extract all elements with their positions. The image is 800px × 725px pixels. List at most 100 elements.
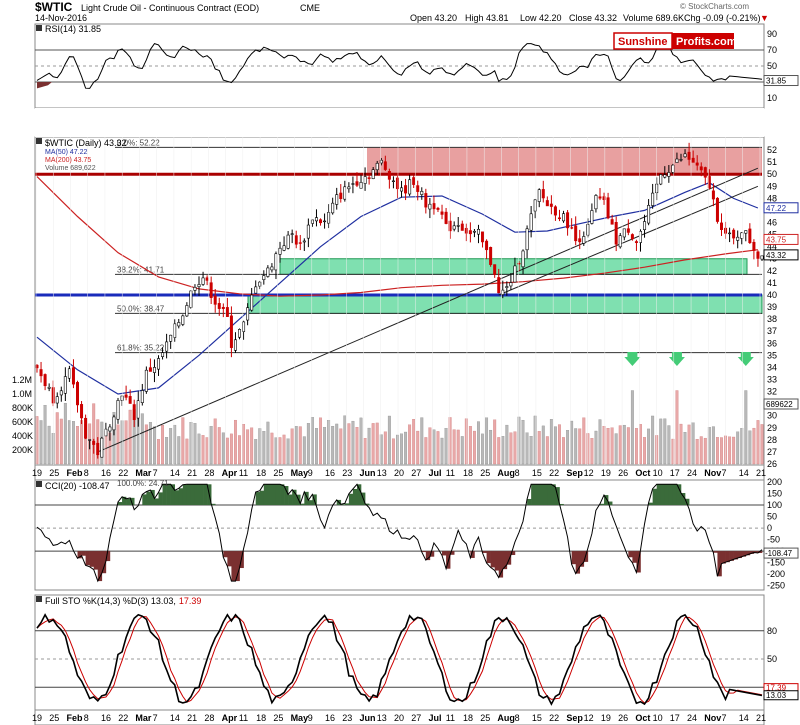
- fib-label-1: 38.2%: 41.71: [117, 265, 165, 274]
- price-axis-label: 26: [767, 459, 777, 469]
- price-bar-body: [157, 358, 161, 370]
- x-axis-label: 8: [515, 468, 520, 478]
- close-value-label: 43.32: [766, 251, 787, 260]
- price-bar-body: [517, 262, 521, 265]
- price-axis-label: 48: [767, 193, 777, 203]
- cci-negative-fill: [579, 551, 585, 567]
- price-bar-body: [108, 426, 112, 432]
- volume-bar: [298, 426, 302, 465]
- price-bar-body: [756, 251, 760, 259]
- volume-bar: [432, 429, 436, 465]
- cci-axis-label: 100: [767, 500, 782, 510]
- volume-axis-label: 1.2M: [12, 375, 32, 385]
- x-axis-label: 9: [308, 468, 313, 478]
- price-bar-body: [553, 206, 557, 216]
- cci-positive-fill: [365, 503, 370, 506]
- price-bar-body: [233, 339, 237, 351]
- volume-bar: [728, 436, 732, 465]
- fib-label-0: 0.0%: 52.22: [117, 138, 160, 147]
- rsi-label: RSI(14) 31.85: [45, 24, 101, 34]
- x-axis-label: Mar: [135, 468, 152, 478]
- volume-value-box: [763, 398, 799, 410]
- cci-negative-fill: [97, 551, 103, 582]
- x-axis-label: 7: [153, 713, 158, 723]
- cci-positive-fill: [174, 490, 180, 506]
- x-axis-label: 12: [584, 713, 594, 723]
- cci-negative-fill: [745, 551, 751, 556]
- price-bar-body: [335, 194, 339, 205]
- volume-bar: [752, 427, 756, 465]
- cci-positive-fill: [685, 498, 690, 506]
- rsi-oversold-fill: [37, 82, 52, 89]
- volume-bar: [112, 412, 116, 465]
- price-bar-body: [136, 400, 140, 419]
- volume-bar: [703, 437, 707, 465]
- price-bar-body: [416, 185, 420, 192]
- price-bar-body: [485, 240, 489, 251]
- cci-axis-label: 150: [767, 489, 782, 499]
- cci-positive-fill: [559, 503, 564, 506]
- volume-bar: [250, 427, 254, 465]
- x-axis-label: 24: [687, 713, 697, 723]
- volume-bar: [35, 416, 39, 465]
- volume-bar: [715, 437, 719, 465]
- x-axis-label: Sep: [566, 468, 583, 478]
- x-axis-label: Apr: [222, 713, 238, 723]
- x-axis-label: 19: [601, 713, 611, 723]
- volume-bar: [497, 437, 501, 465]
- price-bar-body: [651, 192, 655, 206]
- price-bar-body: [614, 222, 618, 245]
- price-bar-body: [71, 367, 75, 385]
- cci-positive-fill: [344, 503, 350, 506]
- price-bar-body: [286, 234, 290, 249]
- price-axis-label: 46: [767, 218, 777, 228]
- volume-bar: [124, 420, 128, 465]
- price-bar-body: [327, 212, 331, 224]
- cci-positive-fill: [118, 502, 123, 506]
- x-axis-label: 21: [756, 468, 766, 478]
- volume-bar: [594, 430, 598, 465]
- volume-bar: [683, 432, 687, 465]
- cci-negative-fill: [725, 551, 730, 563]
- cci-positive-fill: [340, 504, 346, 506]
- price-axis-label: 29: [767, 423, 777, 433]
- x-axis-label: 10: [653, 713, 663, 723]
- fib-label-2: 50.0%: 38.47: [117, 304, 165, 313]
- volume-bar: [464, 418, 468, 465]
- x-axis-label: 11: [446, 468, 455, 478]
- volume-bar: [221, 432, 225, 465]
- price-bar-body: [541, 189, 545, 199]
- sto-label-d: 17.39: [179, 596, 202, 606]
- volume-bar: [687, 424, 691, 465]
- x-axis-label: Mar: [135, 713, 152, 723]
- price-axis-label: 42: [767, 266, 777, 276]
- x-axis-label: Aug: [497, 713, 515, 723]
- price-bar-body: [436, 207, 440, 210]
- price-axis-label: 49: [767, 181, 777, 191]
- cci-positive-fill: [162, 484, 167, 506]
- x-axis-label: 16: [325, 713, 335, 723]
- price-bar-body: [760, 255, 764, 260]
- volume-bar: [630, 390, 634, 465]
- volume-bar: [165, 437, 169, 465]
- price-bar-body: [314, 217, 318, 222]
- cci-negative-fill: [227, 551, 232, 567]
- volume-bar: [420, 417, 424, 465]
- chart-symbol: $WTIC: [35, 0, 73, 14]
- price-bar-body: [250, 294, 254, 311]
- price-axis-label: 44: [767, 242, 777, 252]
- volume-bar: [371, 423, 375, 465]
- cci-negative-fill: [105, 551, 111, 562]
- fib-100-label: 100.0%: 24.71: [117, 479, 169, 488]
- volume-bar: [339, 428, 343, 465]
- cci-negative-fill: [757, 551, 763, 553]
- volume-bar: [153, 426, 156, 465]
- price-bar-body: [671, 164, 675, 173]
- x-axis-label: 25: [273, 468, 283, 478]
- cci-negative-fill: [571, 551, 576, 565]
- cci-negative-fill: [713, 551, 718, 553]
- logo-right-text: Profits.com: [676, 36, 737, 48]
- volume-bar: [671, 438, 675, 465]
- volume-bar: [659, 418, 663, 465]
- price-bar-body: [529, 213, 533, 231]
